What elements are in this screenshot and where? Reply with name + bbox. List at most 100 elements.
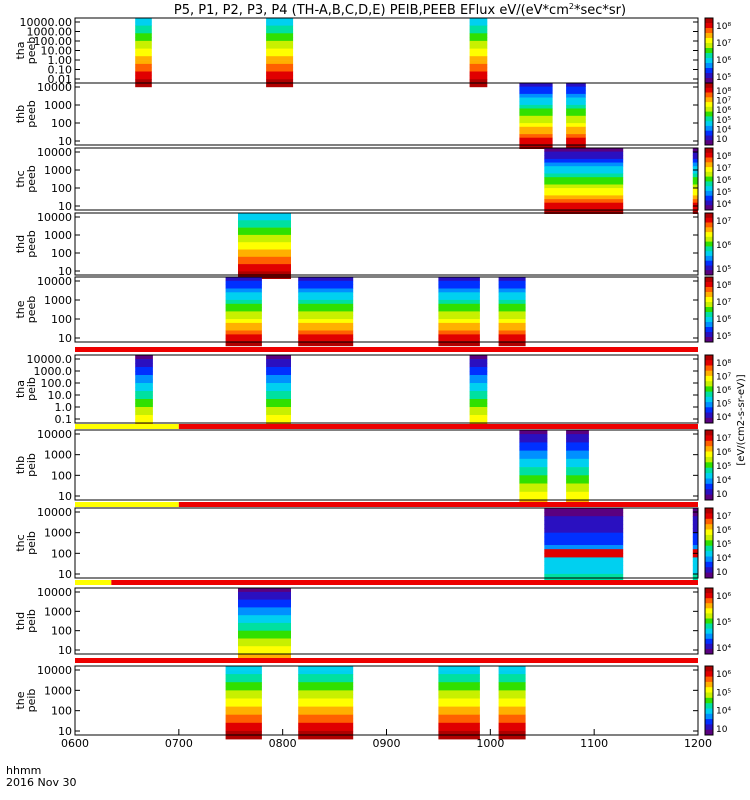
colorbar-tick-label: 10⁷ (716, 373, 731, 383)
colorbar-cell (705, 218, 713, 223)
spectrogram-cell (693, 163, 698, 167)
spectrogram-cell (544, 549, 623, 554)
colorbar-cell (705, 83, 713, 88)
spectrogram-cell (519, 83, 552, 87)
spectrogram-cell (238, 600, 291, 604)
spectrogram-cell (298, 674, 353, 678)
spectrogram-cell (298, 703, 353, 707)
colorbar-cell (705, 513, 713, 519)
spectrogram-cell (499, 727, 526, 731)
spectrogram-cell (544, 192, 623, 196)
spectrogram-cell (266, 383, 291, 387)
colorbar-cell (705, 567, 713, 573)
panel-label: peib (25, 609, 38, 633)
spectrogram-cell (238, 268, 291, 272)
spectrogram-cell (499, 323, 526, 327)
colorbar-cell (705, 73, 713, 79)
colorbar-cell (705, 376, 713, 382)
spectrogram-cell (470, 22, 488, 26)
spectrogram-cell (519, 109, 552, 113)
spectrogram-cell (499, 674, 526, 678)
spectrogram-cell (135, 363, 153, 367)
spectrogram-cell (544, 541, 623, 546)
spectrogram-cell (226, 300, 262, 304)
spectrogram-cell (266, 403, 291, 407)
colorbar-cell (705, 624, 713, 630)
spectrogram-cell (266, 41, 293, 45)
colorbar-cell (705, 519, 713, 525)
y-tick-label: 10000 (37, 146, 72, 159)
spectrogram-cell (519, 130, 552, 134)
colorbar-cell (705, 162, 713, 167)
colorbar-tick-label: 10⁶ (716, 176, 731, 186)
spectrogram-cell (470, 411, 488, 415)
spectrogram-cell (135, 391, 153, 395)
spectrogram-cell (499, 342, 526, 346)
spectrogram-cell (566, 434, 589, 439)
spectrogram-cell (470, 68, 488, 72)
spectrogram-cell (238, 654, 291, 658)
spectrogram-cell (693, 174, 698, 178)
spectrogram-cell (226, 304, 262, 308)
spectrogram-cell (470, 83, 488, 87)
spectrogram-cell (438, 694, 480, 698)
spectrogram-cell (566, 101, 586, 105)
colorbar-cell (705, 714, 713, 720)
colorbar-tick-label: 10⁷ (716, 39, 731, 49)
spectrogram-cell (135, 68, 152, 72)
spectrogram-cell (266, 37, 293, 41)
spectrogram-cell (544, 166, 623, 170)
panel-frame (75, 213, 698, 275)
spectrogram-cell (135, 411, 153, 415)
spectrogram-cell (499, 723, 526, 727)
spectrogram-cell (135, 30, 152, 34)
colorbar-tick-label: 10⁳ (716, 490, 728, 500)
spectrogram-cell (266, 30, 293, 34)
spectrogram-cell (226, 334, 262, 338)
spectrogram-cell (693, 188, 698, 192)
spectrogram-cell (693, 199, 698, 203)
spectrogram-cell (499, 304, 526, 308)
y-tick-label: 100 (51, 247, 72, 260)
spectrogram-cell (470, 387, 488, 391)
spectrogram-cell (470, 45, 488, 49)
spectrogram-cell (266, 359, 291, 363)
spectrogram-cell (226, 342, 262, 346)
spectrogram-cell (266, 26, 293, 30)
spectrogram-cell (135, 41, 152, 45)
colorbar-unit-label: [eV/(cm2-s-sr-eV)] (736, 374, 747, 465)
y-tick-label: 100 (51, 705, 72, 718)
colorbar-cell (705, 256, 713, 261)
colorbar-cell (705, 213, 713, 218)
colorbar-tick-label: 10⁳ (716, 725, 728, 735)
colorbar-cell (705, 317, 713, 323)
status-bar-yellow (75, 580, 111, 585)
spectrogram-cell (566, 484, 589, 489)
spectrogram-cell (470, 72, 488, 76)
spectrogram-cell (438, 334, 480, 338)
spectrogram-cell (226, 327, 262, 331)
colorbar-cell (705, 68, 713, 74)
spectrogram-cell (226, 296, 262, 300)
spectrogram-cell (499, 707, 526, 711)
spectrogram-cell (693, 516, 698, 521)
spectrogram-cell (238, 646, 291, 650)
y-tick-label: 0.1 (55, 413, 73, 426)
spectrogram-cell (693, 159, 698, 163)
spectrogram-cell (135, 22, 152, 26)
spectrogram-cell (693, 192, 698, 196)
spectrogram-cell (499, 315, 526, 319)
spectrogram-cell (226, 292, 262, 296)
spectrogram-cell (499, 311, 526, 315)
colorbar-cell (705, 371, 713, 377)
spectrogram-cell (519, 492, 547, 497)
colorbar-cell (705, 402, 713, 408)
panel-label: peib (25, 531, 38, 555)
colorbar-tick-label: 10⁶ (716, 592, 731, 602)
colorbar-cell (705, 603, 713, 609)
colorbar-tick-label: 10⁴ (716, 707, 731, 717)
date-label: 2016 Nov 30 (6, 776, 76, 789)
spectrogram-cell (298, 686, 353, 690)
colorbar-cell (705, 201, 713, 206)
colorbar-cell (705, 196, 713, 201)
